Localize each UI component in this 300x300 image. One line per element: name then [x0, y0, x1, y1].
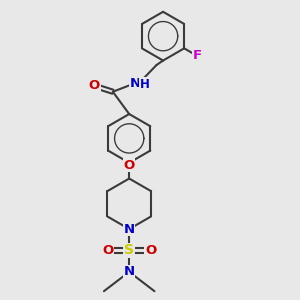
Text: N: N [130, 77, 141, 90]
Text: S: S [124, 244, 134, 257]
Text: O: O [89, 79, 100, 92]
Text: F: F [193, 49, 202, 62]
Text: H: H [140, 77, 150, 91]
Text: N: N [124, 266, 135, 278]
Text: N: N [130, 77, 141, 90]
Text: N: N [124, 223, 135, 236]
Text: O: O [145, 244, 156, 257]
Text: O: O [102, 244, 113, 257]
Text: H: H [140, 77, 150, 91]
Text: N: N [124, 223, 135, 236]
Text: O: O [124, 159, 135, 172]
Text: O: O [124, 159, 135, 172]
Text: O: O [89, 79, 100, 92]
Text: S: S [124, 244, 134, 257]
Text: F: F [193, 49, 202, 62]
Text: O: O [145, 244, 156, 257]
Text: O: O [102, 244, 113, 257]
